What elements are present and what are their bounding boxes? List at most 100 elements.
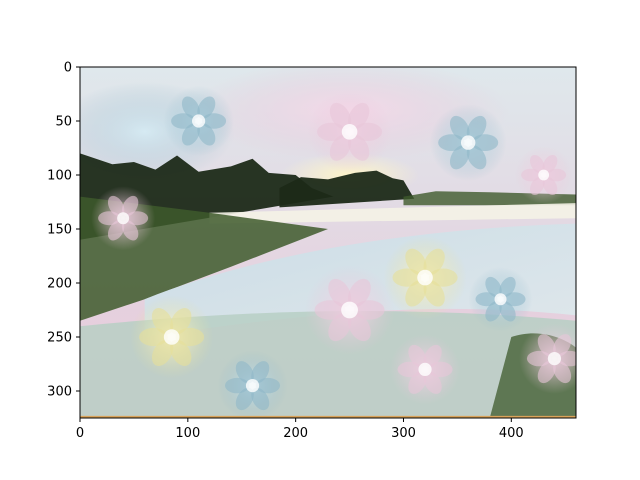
blossom-top-left-petal (201, 113, 227, 129)
blossom-top-center-petal (353, 122, 383, 141)
blossom-top-left-petal (197, 123, 216, 146)
blossom-center-yellow-center (417, 269, 433, 286)
blossom-bottom-right-petal (553, 360, 572, 384)
blossom-bottom-left-petal (170, 339, 192, 366)
blossom-top-left-petal (181, 123, 200, 146)
blossom-bottom-mid-center (245, 379, 260, 393)
blossom-right-mid-petal (485, 301, 502, 322)
blossom-bottom-center-petal (428, 361, 453, 378)
blossom-bottom-center-petal (408, 371, 427, 394)
blossom-bottom-mid-petal (251, 387, 270, 411)
blossom-left-mid (91, 186, 156, 251)
blossom-far-right-petal (542, 176, 558, 196)
blossom-bottom-center-petal (408, 344, 427, 368)
blossom-bottom-right-petal (553, 334, 572, 357)
blossom-bottom-left-petal (170, 308, 192, 335)
blossom-top-left-petal (181, 96, 200, 119)
blossom-center-pink-center (341, 301, 358, 319)
blossom-right-mid-petal (499, 276, 516, 298)
blossom-center-pink-petal (347, 312, 371, 342)
blossom-bottom-mid-petal (255, 377, 281, 394)
blossom-right-mid-center (494, 293, 507, 306)
blossom-far-right-petal (529, 154, 545, 174)
tree-line-island (279, 170, 415, 208)
x-tick-label: 300 (391, 426, 416, 441)
image-plot-area (80, 67, 576, 418)
blossom-left-mid-petal (126, 211, 149, 226)
blossom-bottom-left-petal (151, 308, 174, 335)
y-tick-label: 200 (47, 277, 72, 292)
x-tick-label: 0 (76, 426, 84, 441)
blossom-bottom-right (519, 323, 576, 394)
y-axis: 0 50 100 150 200 250 300 (47, 61, 80, 400)
blossom-bottom-center-center (418, 362, 432, 376)
blossom-left-mid-petal (98, 211, 121, 226)
blossom-top-right-petal (466, 115, 487, 141)
blossom-left-mid-petal (107, 220, 125, 241)
x-axis: 0 100 200 300 400 (76, 418, 524, 441)
blossom-bottom-left-petal (175, 327, 205, 347)
axes-frame (79, 66, 577, 419)
blossom-bottom-left (130, 295, 214, 379)
y-tick-label: 100 (47, 169, 72, 184)
horizon-water-strip (209, 203, 576, 224)
blossom-center-pink-petal (328, 312, 352, 342)
blossom-bottom-mid-petal (225, 377, 250, 394)
blossom-center-pink (304, 265, 395, 355)
blossom-left-mid-petal (121, 220, 139, 241)
y-tick-label: 0 (64, 61, 72, 76)
image-scene (80, 67, 576, 418)
blossom-top-right-petal (471, 134, 499, 152)
blossom-top-right-center (460, 135, 476, 150)
blossom-center-yellow-petal (405, 248, 427, 276)
blossom-top-center-center (341, 124, 358, 140)
y-tick-label: 250 (47, 331, 72, 346)
blossom-right-mid-petal (475, 292, 498, 307)
blossom-top-left (163, 85, 234, 157)
blossom-bottom-center (389, 334, 461, 405)
blossom-top-center-petal (348, 134, 370, 161)
blossom-top-right-petal (449, 115, 470, 141)
blossom-center-yellow (383, 236, 467, 320)
blossom-right-mid-petal (485, 276, 502, 298)
blossom-center-pink-petal (314, 300, 346, 320)
y-tick-label: 50 (55, 115, 72, 130)
blossom-top-left-center (192, 114, 206, 128)
blossom-bottom-left-petal (151, 339, 174, 366)
blossom-right-mid (468, 267, 533, 332)
blossom-center-pink-petal (328, 278, 352, 308)
blossom-bottom-right-petal (537, 360, 556, 384)
blossom-bottom-mid-petal (251, 361, 270, 384)
blossom-center-yellow-petal (423, 248, 445, 276)
blossom-bottom-center-petal (423, 371, 442, 394)
blossom-right-mid-petal (503, 292, 526, 307)
blossom-center-yellow-petal (423, 280, 445, 307)
blossom-bottom-right-petal (537, 334, 556, 357)
blossom-center-pink-petal (353, 300, 385, 320)
blossom-bottom-mid-petal (235, 387, 254, 411)
blossom-bottom-right-center (547, 352, 562, 366)
x-tick-label: 200 (283, 426, 308, 441)
blossom-center-yellow-petal (428, 268, 458, 287)
blossom-far-right-petal (542, 154, 558, 174)
blossom-far-right-petal (529, 176, 545, 196)
blossom-top-center-petal (329, 102, 352, 130)
blossom-far-right (514, 146, 573, 204)
blossom-left-mid-petal (107, 195, 125, 217)
blossom-top-right (429, 104, 507, 181)
blossom-top-center-petal (329, 134, 352, 161)
blossom-left-mid-center (117, 212, 130, 225)
blossom-top-left-petal (197, 96, 216, 119)
blossom-top-left-petal (171, 113, 196, 129)
blossom-left-mid-petal (121, 195, 139, 217)
blossom-bottom-mid-petal (235, 361, 254, 384)
blossom-far-right-petal (546, 168, 567, 182)
blossom-center-pink-petal (347, 278, 371, 308)
blossom-far-right-petal (521, 168, 541, 182)
y-tick-label: 150 (47, 223, 72, 238)
blossom-center-yellow-petal (405, 280, 427, 307)
blossom-bottom-left-center (163, 329, 180, 345)
blossom-top-right-petal (438, 134, 465, 151)
blossom-top-right-petal (449, 144, 470, 170)
